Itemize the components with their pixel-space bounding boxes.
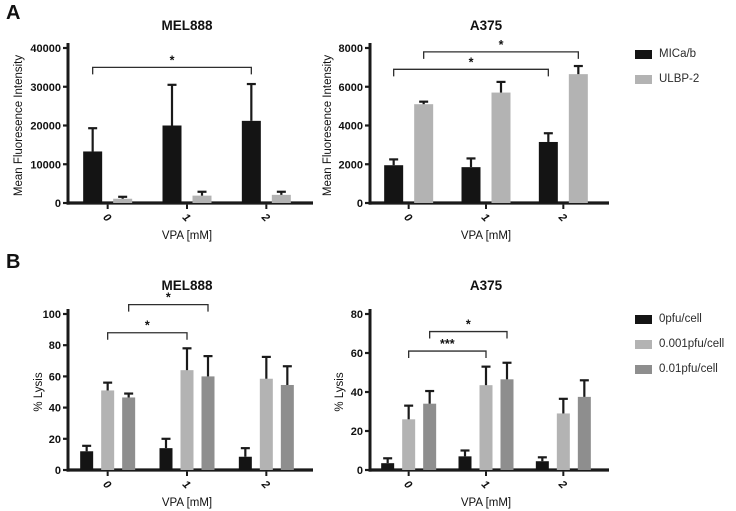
chart-a375-percent-lysis: A375 0 20 40 60 80% Lysis 0 1 2 VPA [mM] * *** (315, 258, 615, 510)
legend-label-0-01pfu: 0.01pfu/cell (659, 363, 718, 375)
legend-item-ulbp-2: ULBP-2 (635, 73, 699, 85)
legend-label-0-001pfu: 0.001pfu/cell (659, 338, 725, 350)
chart-mel888-mean-fluorescence: MEL888 0 10000 20000 30000 40000 Mean Fluorese… (10, 8, 322, 258)
svg-text:1: 1 (180, 478, 193, 491)
svg-text:100: 100 (43, 309, 61, 321)
svg-text:80: 80 (49, 340, 61, 352)
svg-text:0: 0 (55, 198, 61, 210)
svg-text:40: 40 (351, 387, 363, 399)
svg-text:60: 60 (351, 348, 363, 360)
legend-label-mica-b: MICa/b (659, 48, 697, 60)
svg-text:2: 2 (555, 478, 569, 492)
svg-text:6000: 6000 (339, 82, 363, 94)
legend-item-mica-b: MICa/b (635, 48, 699, 60)
svg-text:VPA [mM]: VPA [mM] (461, 230, 511, 242)
legend-item-0-001pfu: 0.001pfu/cell (635, 338, 724, 350)
chart-title: MEL888 (161, 18, 213, 33)
svg-text:% Lysis: % Lysis (334, 372, 346, 411)
chart-mel888-percent-lysis: MEL888 0 20 40 60 80 100 % Lysis 0 1 2 VPA [mM] * * (10, 258, 322, 510)
svg-text:*: * (499, 38, 504, 52)
svg-text:20: 20 (49, 434, 61, 446)
svg-text:*: * (170, 53, 175, 67)
svg-text:VPA [mM]: VPA [mM] (162, 230, 212, 242)
svg-text:2: 2 (258, 478, 272, 492)
svg-text:VPA [mM]: VPA [mM] (461, 497, 511, 509)
svg-text:*: * (469, 55, 474, 69)
svg-text:0: 0 (357, 465, 363, 477)
legend-label-ulbp-2: ULBP-2 (659, 73, 700, 85)
legend-panel-b: 0pfu/cell 0.001pfu/cell 0.01pfu/cell (635, 313, 724, 388)
svg-text:1: 1 (479, 478, 492, 491)
svg-text:*: * (145, 319, 150, 333)
panel-b-label: B (6, 251, 21, 273)
legend-item-0-01pfu: 0.01pfu/cell (635, 363, 724, 375)
svg-text:10000: 10000 (30, 159, 61, 171)
svg-text:40000: 40000 (30, 43, 61, 55)
svg-text:60: 60 (49, 371, 61, 383)
svg-text:4000: 4000 (339, 121, 363, 133)
svg-text:20000: 20000 (30, 121, 61, 133)
svg-text:1: 1 (479, 211, 492, 224)
svg-text:0: 0 (100, 478, 113, 491)
legend-label-0pfu: 0pfu/cell (659, 313, 702, 325)
legend-item-0pfu: 0pfu/cell (635, 313, 724, 325)
bar-chart-svg-panel-b-mel888: MEL888 0 20 40 60 80 100 % Lysis 0 1 2 VPA [mM] * * (33, 278, 313, 509)
svg-text:2: 2 (258, 211, 272, 225)
svg-text:% Lysis: % Lysis (33, 372, 45, 411)
svg-text:2000: 2000 (339, 159, 363, 171)
chart-title: A375 (470, 18, 503, 33)
svg-text:8000: 8000 (339, 43, 363, 55)
svg-text:0: 0 (100, 211, 113, 224)
svg-text:***: *** (440, 337, 455, 351)
chart-title: MEL888 (161, 278, 213, 293)
svg-text:0: 0 (401, 211, 414, 224)
svg-text:80: 80 (351, 309, 363, 321)
svg-text:Mean Fluoresence Intensity: Mean Fluoresence Intensity (13, 55, 25, 197)
legend-swatch-0-001pfu (635, 339, 652, 349)
svg-text:Mean Fluoresence Intensity: Mean Fluoresence Intensity (322, 55, 334, 197)
chart-a375-mean-fluorescence: A375 0 2000 4000 6000 8000 Mean Fluoresence In… (315, 8, 615, 258)
svg-text:*: * (166, 291, 171, 305)
panel-a-label: A (6, 2, 21, 24)
svg-text:40: 40 (49, 403, 61, 415)
legend-swatch-ulbp-2 (635, 74, 652, 84)
legend-swatch-0-01pfu (635, 364, 652, 374)
svg-text:0: 0 (401, 478, 414, 491)
svg-text:20: 20 (351, 426, 363, 438)
svg-text:0: 0 (357, 198, 363, 210)
svg-text:1: 1 (180, 211, 193, 224)
svg-text:*: * (466, 318, 471, 332)
svg-text:2: 2 (555, 211, 569, 225)
bar-chart-svg-panel-a-a375: A375 0 2000 4000 6000 8000 Mean Fluoresence In… (322, 18, 609, 242)
svg-text:30000: 30000 (30, 82, 61, 94)
chart-title: A375 (470, 278, 503, 293)
legend-swatch-mica-b (635, 49, 652, 59)
svg-text:VPA [mM]: VPA [mM] (162, 497, 212, 509)
svg-text:0: 0 (55, 465, 61, 477)
legend-panel-a: MICa/b ULBP-2 (635, 48, 699, 98)
bar-chart-svg-panel-a-mel888: MEL888 0 10000 20000 30000 40000 Mean Fluorese… (13, 18, 313, 242)
legend-swatch-0pfu (635, 314, 652, 324)
